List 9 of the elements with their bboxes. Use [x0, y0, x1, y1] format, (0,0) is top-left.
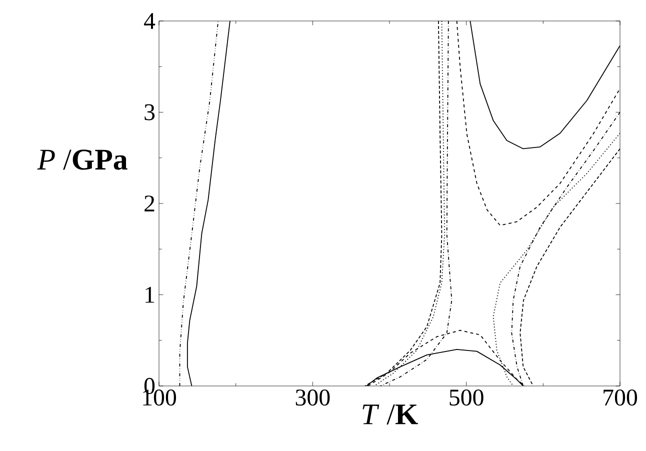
- y-tick-label: 3: [144, 104, 155, 120]
- y-tick-label: 2: [144, 196, 154, 212]
- y-axis-title: P /GPa: [37, 150, 128, 170]
- x-axis-title: T /K: [362, 404, 418, 424]
- x-tick-label: 300: [296, 390, 330, 406]
- x-tick-label: 700: [604, 390, 638, 406]
- y-tick-label: 4: [144, 13, 156, 29]
- y-tick-label: 1: [146, 286, 154, 303]
- x-tick-label: 500: [450, 390, 484, 406]
